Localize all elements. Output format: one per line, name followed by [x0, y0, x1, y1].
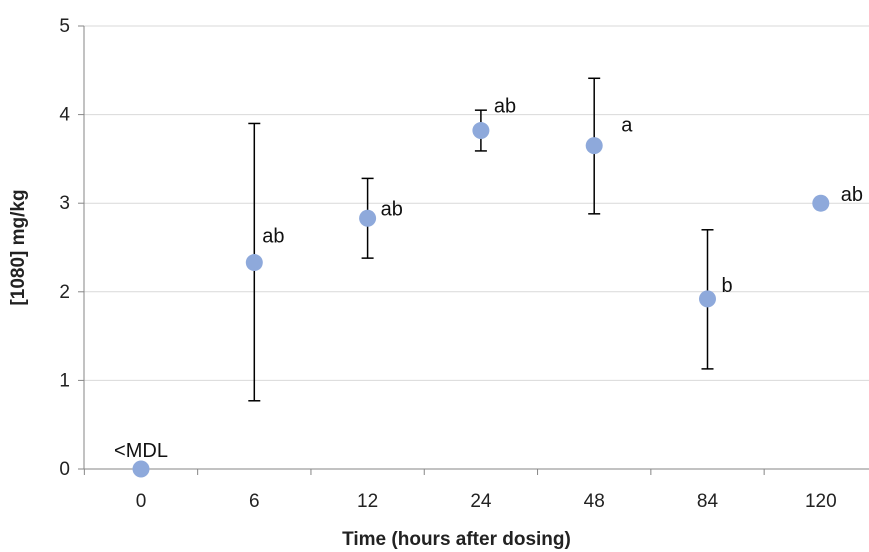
y-tick-label-5: 5: [59, 16, 70, 37]
point-label-0: <MDL: [114, 440, 168, 462]
data-point-48: [585, 137, 603, 155]
axes: [83, 26, 869, 470]
data-point-24: [472, 122, 490, 140]
point-label-48: a: [621, 115, 633, 137]
y-tick-label-0: 0: [59, 459, 70, 480]
data-points: [132, 122, 830, 478]
data-point-6: [245, 254, 263, 272]
data-point-12: [359, 209, 377, 227]
data-point-0: [132, 460, 150, 478]
x-tick-label-24: 24: [470, 491, 492, 512]
x-tick-label-120: 120: [805, 491, 837, 512]
point-label-12: ab: [381, 198, 403, 220]
point-label-84: b: [722, 275, 733, 297]
y-tick-label-4: 4: [59, 105, 70, 126]
data-point-84: [699, 290, 716, 308]
point-label-6: ab: [262, 226, 284, 248]
data-point-120: [812, 194, 830, 212]
x-tick-label-6: 6: [249, 491, 260, 512]
x-tick-label-84: 84: [697, 491, 719, 512]
x-tick-label-12: 12: [357, 491, 378, 512]
x-axis-ticks: 0 6 12 24 48 84 120: [83, 469, 837, 512]
y-tick-label-3: 3: [59, 193, 70, 214]
x-tick-label-48: 48: [584, 491, 605, 512]
x-axis-title: Time (hours after dosing): [342, 529, 571, 550]
y-tick-label-2: 2: [59, 282, 70, 303]
point-label-120: ab: [841, 184, 863, 206]
y-tick-label-1: 1: [59, 370, 70, 391]
x-tick-label-0: 0: [136, 491, 147, 512]
grid-lines: [84, 25, 869, 381]
y-axis-ticks: 0 1 2 3 4 5: [59, 16, 84, 480]
point-label-24: ab: [494, 96, 516, 118]
y-axis-title: [1080] mg/kg: [8, 189, 29, 305]
